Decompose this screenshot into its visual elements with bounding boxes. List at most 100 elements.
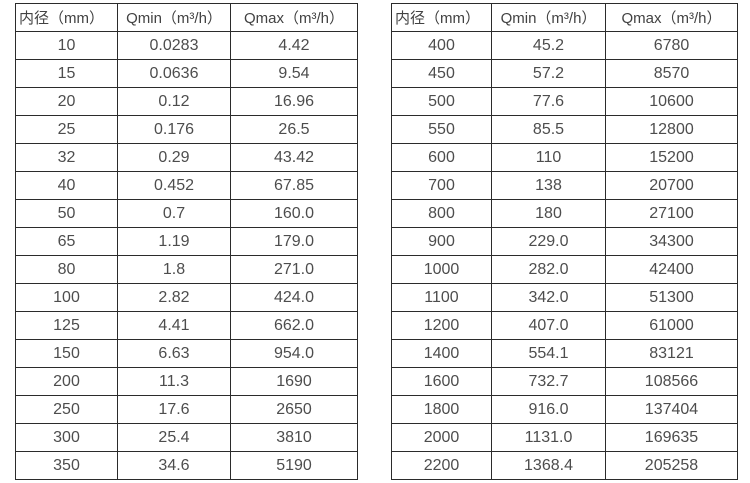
table-row: 125 4.41 662.0 <box>15 311 358 340</box>
table-cell: 1200 <box>391 311 492 340</box>
table-row: 50 0.7 160.0 <box>15 199 358 228</box>
table-cell: 250 <box>15 395 118 424</box>
table-cell: 12800 <box>605 115 738 144</box>
table-cell: 954.0 <box>230 339 358 368</box>
table-cell: 160.0 <box>230 199 358 228</box>
table-cell: 400 <box>391 31 492 60</box>
table-cell: 407.0 <box>491 311 606 340</box>
column-header: Qmin（m³/h） <box>491 3 606 32</box>
table-cell: 6.63 <box>117 339 231 368</box>
table-row: 1400 554.1 83121 <box>391 339 738 368</box>
table-cell: 350 <box>15 451 118 480</box>
table-cell: 2.82 <box>117 283 231 312</box>
table-cell: 1600 <box>391 367 492 396</box>
table-row: 350 34.6 5190 <box>15 451 358 480</box>
table-cell: 2650 <box>230 395 358 424</box>
table-cell: 0.0636 <box>117 59 231 88</box>
table-row: 1000 282.0 42400 <box>391 255 738 284</box>
table-row: 550 85.5 12800 <box>391 115 738 144</box>
table-cell: 150 <box>15 339 118 368</box>
table-cell: 271.0 <box>230 255 358 284</box>
table-cell: 1800 <box>391 395 492 424</box>
table-cell: 67.85 <box>230 171 358 200</box>
table-cell: 61000 <box>605 311 738 340</box>
table-cell: 1131.0 <box>491 423 606 452</box>
column-header: 内径（mm） <box>391 3 492 32</box>
table-cell: 732.7 <box>491 367 606 396</box>
table-cell: 34.6 <box>117 451 231 480</box>
table-cell: 169635 <box>605 423 738 452</box>
table-cell: 180 <box>491 199 606 228</box>
table-cell: 554.1 <box>491 339 606 368</box>
table-cell: 137404 <box>605 395 738 424</box>
table-cell: 2200 <box>391 451 492 480</box>
table-cell: 42400 <box>605 255 738 284</box>
table-cell: 11.3 <box>117 367 231 396</box>
table-cell: 205258 <box>605 451 738 480</box>
table-row: 1200 407.0 61000 <box>391 311 738 340</box>
table-cell: 2000 <box>391 423 492 452</box>
table-cell: 600 <box>391 143 492 172</box>
table-cell: 916.0 <box>491 395 606 424</box>
table-cell: 700 <box>391 171 492 200</box>
column-header: Qmax（m³/h） <box>605 3 738 32</box>
table-row: 1800 916.0 137404 <box>391 395 738 424</box>
table-cell: 25 <box>15 115 118 144</box>
table-cell: 6780 <box>605 31 738 60</box>
table-cell: 0.7 <box>117 199 231 228</box>
table-row: 2200 1368.4 205258 <box>391 451 738 480</box>
table-cell: 51300 <box>605 283 738 312</box>
table-row: 450 57.2 8570 <box>391 59 738 88</box>
table-row: 800 180 27100 <box>391 199 738 228</box>
table-cell: 25.4 <box>117 423 231 452</box>
table-cell: 0.29 <box>117 143 231 172</box>
table-row: 40 0.452 67.85 <box>15 171 358 200</box>
table-cell: 342.0 <box>491 283 606 312</box>
table-cell: 1.19 <box>117 227 231 256</box>
table-row: 25 0.176 26.5 <box>15 115 358 144</box>
table-cell: 100 <box>15 283 118 312</box>
table-cell: 40 <box>15 171 118 200</box>
table-cell: 1000 <box>391 255 492 284</box>
table-row: 300 25.4 3810 <box>15 423 358 452</box>
table-cell: 550 <box>391 115 492 144</box>
table-cell: 20 <box>15 87 118 116</box>
table-cell: 8570 <box>605 59 738 88</box>
table-cell: 4.41 <box>117 311 231 340</box>
table-cell: 17.6 <box>117 395 231 424</box>
table-row: 600 110 15200 <box>391 143 738 172</box>
table-cell: 50 <box>15 199 118 228</box>
table-row: 32 0.29 43.42 <box>15 143 358 172</box>
tables-container: 内径（mm） Qmin（m³/h） Qmax（m³/h） 10 0.0283 4.42 1… <box>15 3 738 480</box>
table-row: 80 1.8 271.0 <box>15 255 358 284</box>
table-cell: 0.0283 <box>117 31 231 60</box>
table-cell: 45.2 <box>491 31 606 60</box>
table-cell: 1400 <box>391 339 492 368</box>
table-cell: 229.0 <box>491 227 606 256</box>
table-cell: 57.2 <box>491 59 606 88</box>
table-row: 500 77.6 10600 <box>391 87 738 116</box>
table-cell: 27100 <box>605 199 738 228</box>
table-cell: 10600 <box>605 87 738 116</box>
table-row: 20 0.12 16.96 <box>15 87 358 116</box>
table-cell: 662.0 <box>230 311 358 340</box>
table-cell: 26.5 <box>230 115 358 144</box>
column-header: Qmax（m³/h） <box>230 3 358 32</box>
table-cell: 1368.4 <box>491 451 606 480</box>
table-cell: 110 <box>491 143 606 172</box>
table-cell: 1100 <box>391 283 492 312</box>
flow-range-table-small-diameters: 内径（mm） Qmin（m³/h） Qmax（m³/h） 10 0.0283 4.42 1… <box>15 3 358 480</box>
table-cell: 5190 <box>230 451 358 480</box>
table-cell: 1.8 <box>117 255 231 284</box>
table-row: 15 0.0636 9.54 <box>15 59 358 88</box>
table-cell: 500 <box>391 87 492 116</box>
column-header: 内径（mm） <box>15 3 118 32</box>
table-cell: 200 <box>15 367 118 396</box>
table-cell: 80 <box>15 255 118 284</box>
table-cell: 3810 <box>230 423 358 452</box>
table-cell: 125 <box>15 311 118 340</box>
table-cell: 4.42 <box>230 31 358 60</box>
table-row: 700 138 20700 <box>391 171 738 200</box>
table-row: 2000 1131.0 169635 <box>391 423 738 452</box>
table-row: 150 6.63 954.0 <box>15 339 358 368</box>
